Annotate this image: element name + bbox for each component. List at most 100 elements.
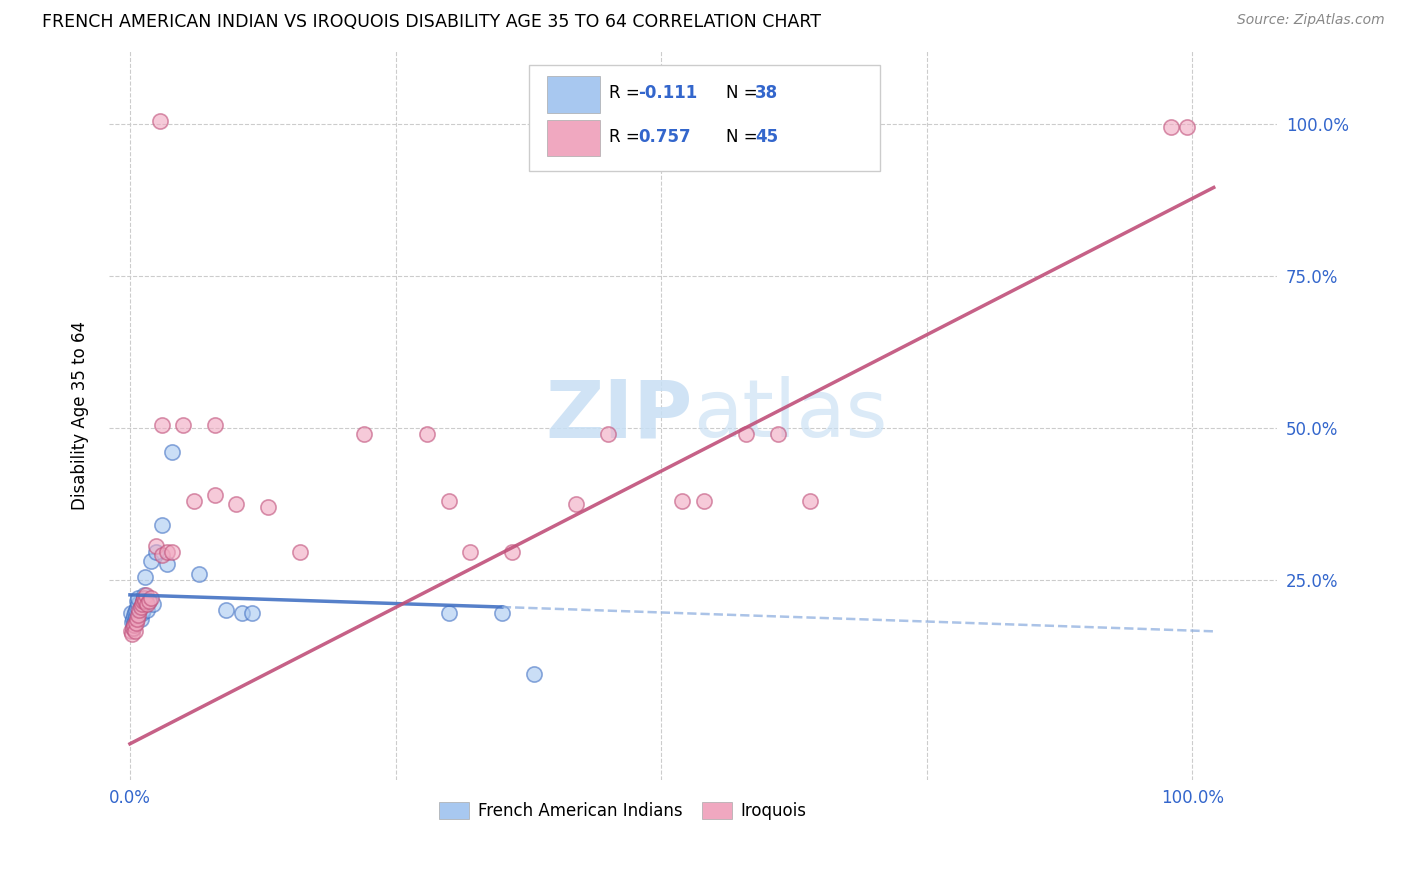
Point [458,545,481,559]
Point [437,493,460,508]
Point [136,597,159,611]
Point [172,417,194,432]
Point [131,594,153,608]
Point [132,591,155,605]
Legend: French American Indians, Iroquois: French American Indians, Iroquois [433,795,813,827]
Point [766,426,789,441]
FancyBboxPatch shape [547,120,599,156]
Point [127,597,149,611]
Point [204,487,226,501]
Point [125,603,148,617]
Point [437,606,460,620]
Point [735,426,758,441]
Point [120,624,142,639]
Point [150,549,173,563]
Point [129,600,152,615]
Point [128,603,150,617]
Point [131,597,153,611]
Point [121,615,143,630]
Text: -0.111: -0.111 [638,84,697,102]
Point [131,606,153,620]
Text: N =: N = [725,84,762,102]
Point [162,545,184,559]
FancyBboxPatch shape [547,76,599,112]
Point [131,603,153,617]
Point [127,600,149,615]
Point [183,493,205,508]
Point [257,500,280,514]
Text: FRENCH AMERICAN INDIAN VS IROQUOIS DISABILITY AGE 35 TO 64 CORRELATION CHART: FRENCH AMERICAN INDIAN VS IROQUOIS DISAB… [42,13,821,31]
Point [149,113,172,128]
Point [141,591,163,605]
Point [204,417,226,432]
Point [134,594,156,608]
Point [671,493,693,508]
Point [122,612,145,626]
Point [214,603,236,617]
Point [693,493,716,508]
Point [135,588,157,602]
Point [565,497,588,511]
Text: atlas: atlas [693,376,887,455]
Point [188,566,211,581]
Text: ZIP: ZIP [546,376,693,455]
Point [799,493,821,508]
Point [120,606,142,620]
Point [135,594,157,608]
Point [240,606,263,620]
Point [150,517,173,532]
Text: Source: ZipAtlas.com: Source: ZipAtlas.com [1237,13,1385,28]
FancyBboxPatch shape [530,65,880,171]
Point [1160,120,1182,134]
Point [145,539,167,553]
Point [129,612,152,626]
Point [127,591,149,605]
Point [491,606,513,620]
Point [138,594,160,608]
Point [141,554,163,568]
Text: 45: 45 [755,128,778,145]
Point [122,616,145,631]
Point [353,426,375,441]
Point [122,607,145,622]
Point [156,545,179,559]
Text: 38: 38 [755,84,778,102]
Point [131,594,153,608]
Point [122,621,145,635]
Point [136,603,159,617]
Point [128,606,150,620]
Point [138,594,160,608]
Point [121,627,143,641]
Text: 0.757: 0.757 [638,128,690,145]
Point [122,621,145,635]
Text: R =: R = [609,84,645,102]
Point [288,545,311,559]
Point [124,614,146,628]
Text: R =: R = [609,128,645,145]
Point [129,600,152,615]
Point [596,426,619,441]
Point [150,417,173,432]
Point [125,610,148,624]
Point [124,624,146,639]
Point [501,545,523,559]
Point [145,545,167,559]
Point [162,445,184,459]
Point [156,558,179,572]
Point [134,569,156,583]
Point [231,606,253,620]
Point [523,666,546,681]
Text: N =: N = [725,128,762,145]
Point [125,616,148,631]
Point [142,597,165,611]
Y-axis label: Disability Age 35 to 64: Disability Age 35 to 64 [72,321,89,510]
Point [225,497,247,511]
Point [416,426,439,441]
Point [127,612,149,626]
Point [127,594,149,608]
Point [132,588,155,602]
Point [127,607,149,622]
Point [1175,120,1198,134]
Point [124,605,146,619]
Point [122,618,145,632]
